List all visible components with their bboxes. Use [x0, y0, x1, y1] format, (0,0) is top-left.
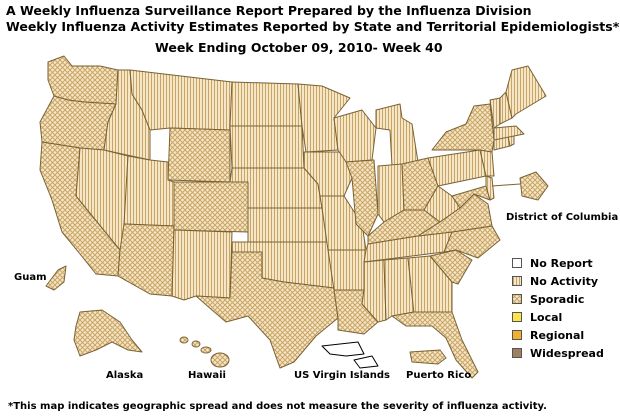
- regional-swatch: [512, 330, 522, 340]
- state-arizona[interactable]: [117, 223, 175, 297]
- dc-label: District of Columbia: [506, 212, 619, 223]
- no-report-swatch: [512, 258, 522, 268]
- territory-usvi[interactable]: [321, 341, 379, 369]
- state-north-dakota[interactable]: [229, 81, 303, 127]
- week-label: Week Ending October 09, 2010- Week 40: [155, 40, 443, 55]
- state-colorado[interactable]: [173, 181, 249, 233]
- dc-inset[interactable]: [519, 171, 549, 201]
- territory-alaska[interactable]: [73, 309, 143, 357]
- state-south-dakota[interactable]: [229, 125, 305, 169]
- state-florida[interactable]: [391, 311, 479, 379]
- report-title: A Weekly Influenza Surveillance Report P…: [6, 3, 532, 18]
- state-georgia[interactable]: [407, 255, 453, 315]
- legend-widespread: Widespread: [512, 344, 604, 362]
- state-arkansas[interactable]: [327, 249, 367, 291]
- territory-puerto-rico[interactable]: [409, 349, 447, 365]
- state-michigan[interactable]: [375, 103, 419, 167]
- guam-label: Guam: [14, 272, 47, 283]
- legend-local: Local: [512, 308, 604, 326]
- state-wisconsin[interactable]: [333, 109, 377, 163]
- state-delaware[interactable]: [485, 175, 495, 201]
- legend-label: Regional: [530, 328, 585, 342]
- footnote: *This map indicates geographic spread an…: [8, 401, 547, 412]
- usvi-label: US Virgin Islands: [294, 370, 390, 381]
- state-new-mexico[interactable]: [171, 229, 233, 301]
- widespread-swatch: [512, 348, 522, 358]
- state-maryland[interactable]: [451, 185, 491, 209]
- hawaii-label: Hawaii: [188, 370, 226, 381]
- state-texas[interactable]: [195, 251, 339, 369]
- territory-guam[interactable]: [45, 265, 67, 291]
- state-pennsylvania[interactable]: [427, 149, 487, 187]
- legend-label: Widespread: [530, 346, 604, 360]
- state-oregon[interactable]: [39, 95, 117, 151]
- legend-sporadic: Sporadic: [512, 290, 604, 308]
- state-utah[interactable]: [123, 155, 175, 227]
- legend-label: No Report: [530, 256, 593, 270]
- legend: No Report No Activity Sporadic Local Reg…: [512, 254, 604, 362]
- legend-regional: Regional: [512, 326, 604, 344]
- sporadic-swatch: [512, 294, 522, 304]
- report-subtitle: Weekly Influenza Activity Estimates Repo…: [6, 19, 620, 34]
- legend-no-activity: No Activity: [512, 272, 604, 290]
- territory-hawaii[interactable]: [179, 336, 230, 368]
- state-new-york[interactable]: [431, 103, 495, 153]
- alaska-label: Alaska: [106, 370, 144, 381]
- legend-label: No Activity: [530, 274, 599, 288]
- legend-label: Sporadic: [530, 292, 585, 306]
- state-wyoming[interactable]: [167, 127, 231, 183]
- legend-no-report: No Report: [512, 254, 604, 272]
- state-kansas[interactable]: [247, 207, 329, 243]
- no-activity-swatch: [512, 276, 522, 286]
- state-maine[interactable]: [505, 65, 547, 119]
- local-swatch: [512, 312, 522, 322]
- dc-pointer: [491, 183, 521, 187]
- state-massachusetts[interactable]: [493, 125, 525, 141]
- puerto-rico-label: Puerto Rico: [406, 370, 472, 381]
- legend-label: Local: [530, 310, 563, 324]
